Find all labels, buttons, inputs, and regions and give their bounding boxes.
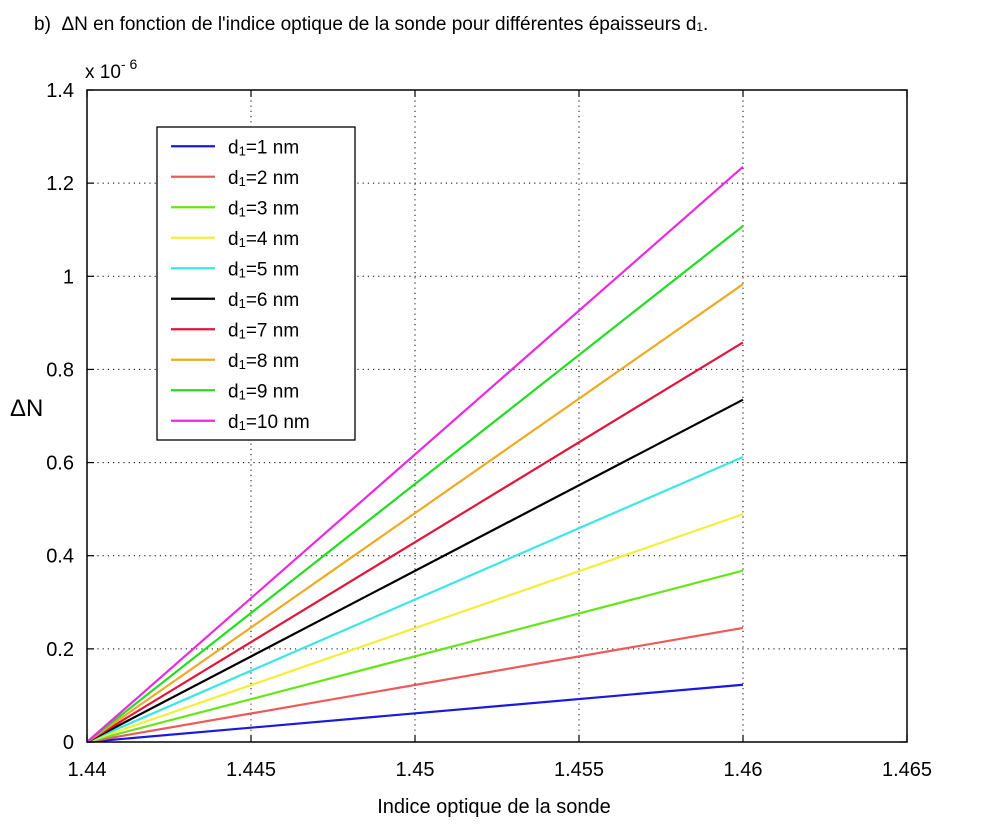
y-tick-label: 1 [63, 266, 74, 288]
chart-title: b) ΔN en fonction de l'indice optique de… [34, 14, 708, 36]
x-tick-label: 1.44 [68, 759, 107, 781]
legend-label: d1=10 nm [228, 412, 310, 433]
plot-frame [86, 89, 908, 743]
y-tick-label: 0.4 [46, 546, 74, 568]
y-tick-label: 0.6 [46, 453, 74, 475]
tick-labels: 1.44 1.445 1.45 1.455 1.46 1.465 0 0.2 0.4 0.6 0.8… [46, 80, 932, 781]
y-multiplier-base: x 10 [85, 62, 121, 83]
series-line [86, 513, 744, 744]
x-tick-label: 1.46 [724, 759, 763, 781]
y-tick-label: 0 [63, 732, 74, 754]
legend-label: d1=9 nm [228, 381, 299, 402]
series-line [86, 283, 744, 743]
title-subscript: 1 [696, 20, 703, 34]
series-line [86, 341, 744, 743]
y-axis-label: ΔN [10, 395, 43, 422]
x-tick-label: 1.465 [882, 759, 932, 781]
y-tick-label: 1.4 [46, 80, 74, 102]
series-line [86, 683, 744, 744]
series-lines [86, 166, 744, 744]
legend-label: d1=5 nm [228, 259, 299, 280]
series-line [86, 398, 744, 743]
legend-label: d1=7 nm [228, 320, 299, 341]
legend-label: d1=8 nm [228, 351, 299, 372]
y-multiplier-exponent: - 6 [121, 56, 138, 72]
title-end: . [702, 14, 709, 35]
legend-label: d1=1 nm [228, 137, 299, 158]
title-prefix: b) [34, 14, 51, 35]
legend-box [156, 126, 356, 441]
legend-label: d1=3 nm [228, 198, 299, 219]
y-tick-label: 0.8 [46, 359, 74, 381]
series-line [86, 569, 744, 744]
legend-label: d1=2 nm [228, 168, 299, 189]
series-line [86, 225, 744, 743]
y-tick-label: 1.2 [46, 173, 74, 195]
title-delta: ΔN [61, 14, 88, 35]
legend-label: d1=6 nm [228, 290, 299, 311]
y-tick-label: 0.2 [46, 639, 74, 661]
axis-ticks [86, 89, 908, 743]
x-tick-label: 1.445 [226, 759, 276, 781]
legend-label: d1=4 nm [228, 229, 299, 250]
series-line [86, 455, 744, 744]
series-line [86, 166, 744, 743]
y-multiplier: x 10- 6 [85, 56, 137, 83]
title-main: en fonction de l'indice optique de la so… [87, 14, 697, 35]
legend: d1=1 nm d1=2 nm d1=3 nm d1=4 nm d1=5 nm d1=6 … [156, 126, 356, 441]
series-line [86, 626, 744, 744]
x-axis-label: Indice optique de la sonde [377, 796, 611, 818]
x-tick-label: 1.45 [396, 759, 435, 781]
x-tick-label: 1.455 [554, 759, 604, 781]
